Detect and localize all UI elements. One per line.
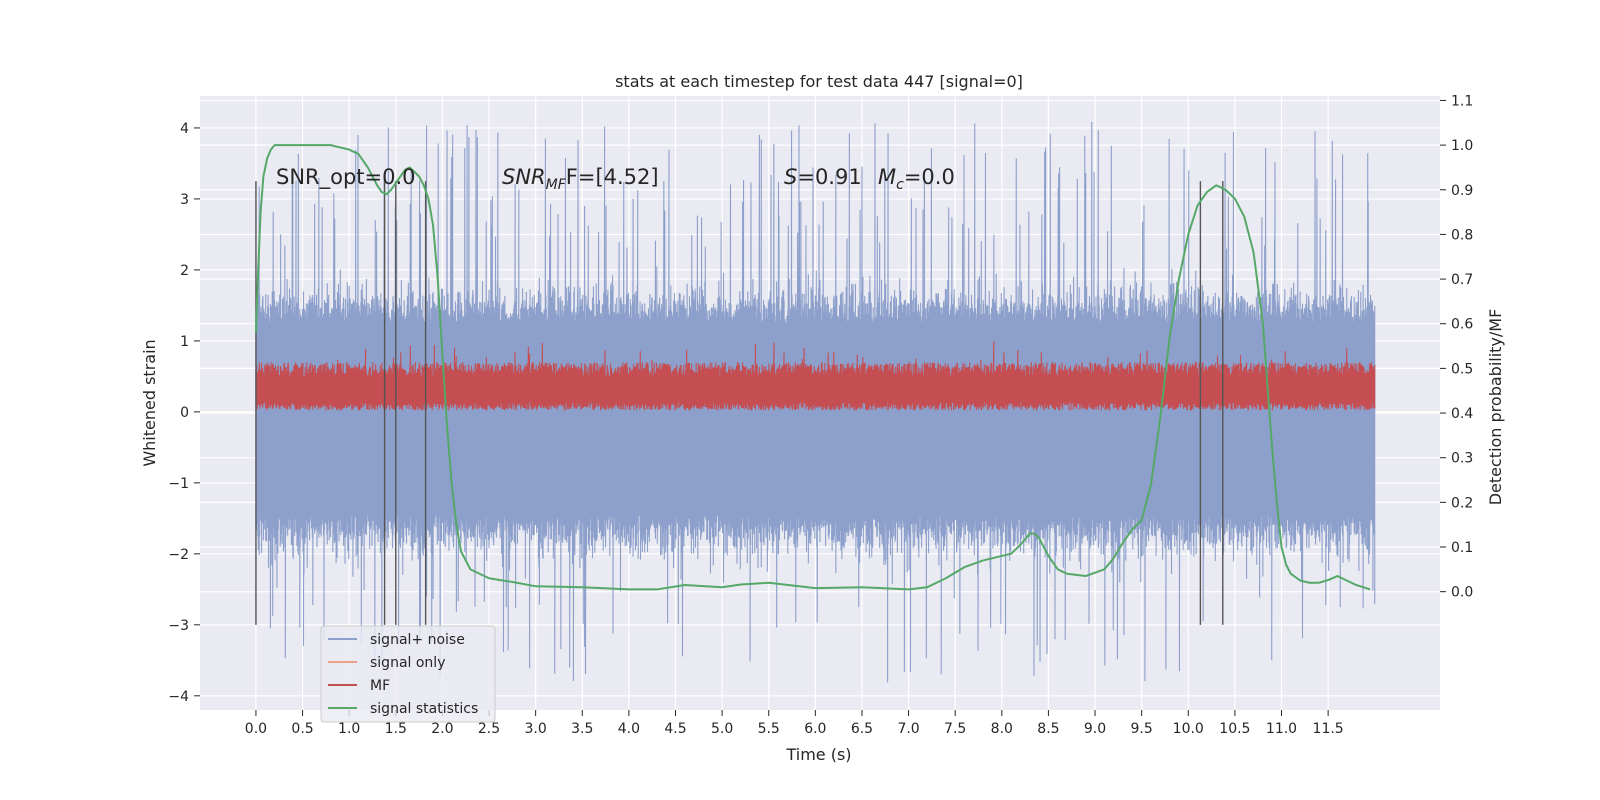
x-tick-label-17: 8.5 (1037, 721, 1059, 737)
legend-box (320, 625, 496, 723)
signal-noise-line (255, 121, 1376, 683)
x-tick-label-5: 2.5 (478, 721, 500, 737)
y2-tick-label-11: 1.1 (1451, 93, 1473, 109)
y-tick-label-1: −3 (168, 618, 189, 634)
annotation-snr-opt: SNR_opt=0.0 (276, 165, 416, 190)
legend-label-mf: MF (370, 678, 390, 694)
legend: signal+ noise signal only MF signal stat… (320, 625, 496, 723)
y2-ticks: 0.0 0.1 0.2 0.3 0.4 0.5 0.6 0.7 0.8 0.9 1.0 1.1 (1440, 93, 1473, 601)
x-tick-label-7: 3.5 (571, 721, 593, 737)
y-tick-label-3: −1 (168, 476, 189, 492)
y2-tick-label-3: 0.3 (1451, 451, 1473, 467)
y-tick-label-8: 4 (180, 121, 189, 137)
x-tick-label-11: 5.5 (758, 721, 780, 737)
y2-tick-label-1: 0.1 (1451, 540, 1473, 556)
series-mf (255, 341, 1376, 411)
mc-value: =0.0 (904, 165, 955, 189)
s-symbol: S (784, 165, 797, 189)
y-ticks: −4 −3 −2 −1 0 1 2 3 4 (168, 121, 200, 705)
snr-mf-subscript: MF (546, 177, 567, 193)
y2-tick-label-2: 0.2 (1451, 495, 1473, 511)
snr-mf-symbol: SNR (502, 165, 546, 189)
x-tick-label-21: 10.5 (1219, 721, 1250, 737)
x-tick-label-19: 9.5 (1131, 721, 1153, 737)
y-tick-label-2: −2 (168, 547, 189, 563)
y-tick-label-4: 0 (180, 405, 189, 421)
series-signal-statistics (254, 144, 1371, 591)
y-tick-label-6: 2 (180, 263, 189, 279)
x-tick-label-2: 1.0 (338, 721, 360, 737)
y2-tick-label-4: 0.4 (1451, 406, 1473, 422)
annotation-mc: Mc=0.0 (878, 165, 955, 193)
x-tick-label-13: 6.5 (851, 721, 873, 737)
x-axis-label: Time (s) (785, 745, 851, 764)
y2-tick-label-10: 1.0 (1451, 138, 1473, 154)
x-tick-label-15: 7.5 (944, 721, 966, 737)
y2-tick-label-6: 0.6 (1451, 317, 1473, 333)
x-tick-label-20: 10.0 (1173, 721, 1204, 737)
x-tick-label-22: 11.0 (1266, 721, 1297, 737)
mc-subscript: c (896, 177, 904, 193)
annotation-snr-mf: SNRMFF=[4.52] (502, 165, 659, 193)
legend-label-signal-noise: signal+ noise (370, 632, 465, 648)
y-tick-label-7: 3 (180, 192, 189, 208)
y2-tick-label-7: 0.7 (1451, 272, 1473, 288)
y-tick-label-5: 1 (180, 334, 189, 350)
x-tick-label-3: 1.5 (385, 721, 407, 737)
x-tick-label-14: 7.0 (897, 721, 919, 737)
series-signal-noise (255, 121, 1376, 683)
y2-tick-label-9: 0.9 (1451, 183, 1473, 199)
mf-line (255, 341, 1376, 411)
y2-tick-label-5: 0.5 (1451, 361, 1473, 377)
y-tick-label-0: −4 (168, 689, 189, 705)
x-ticks: 0.0 0.5 1.0 1.5 2.0 2.5 3.0 3.5 4.0 4.5 5.0 5.5 6.0 6… (245, 710, 1344, 737)
signal-statistics-line (254, 144, 1371, 591)
snr-mf-value: F=[4.52] (566, 165, 659, 189)
legend-label-signal-statistics: signal statistics (370, 701, 478, 717)
y2-axis-label: Detection probability/MF (1486, 309, 1505, 506)
vertical-markers (255, 181, 1224, 625)
mc-symbol: M (878, 165, 896, 189)
x-tick-label-4: 2.0 (431, 721, 453, 737)
x-tick-label-0: 0.0 (245, 721, 267, 737)
x-tick-label-9: 4.5 (664, 721, 686, 737)
x-tick-label-12: 6.0 (804, 721, 826, 737)
y2-tick-label-0: 0.0 (1451, 585, 1473, 601)
x-tick-label-6: 3.0 (525, 721, 547, 737)
y-axis-label: Whitened strain (140, 339, 159, 466)
legend-label-signal-only: signal only (370, 655, 445, 671)
x-tick-label-16: 8.0 (991, 721, 1013, 737)
chart-title: stats at each timestep for test data 447… (615, 72, 1023, 91)
s-value: =0.91 (797, 165, 861, 189)
x-tick-label-18: 9.0 (1084, 721, 1106, 737)
x-tick-label-10: 5.0 (711, 721, 733, 737)
annotation-s: S=0.91 (784, 165, 862, 189)
x-tick-label-1: 0.5 (291, 721, 313, 737)
x-tick-label-23: 11.5 (1313, 721, 1344, 737)
x-tick-label-8: 4.0 (618, 721, 640, 737)
y2-tick-label-8: 0.8 (1451, 227, 1473, 243)
